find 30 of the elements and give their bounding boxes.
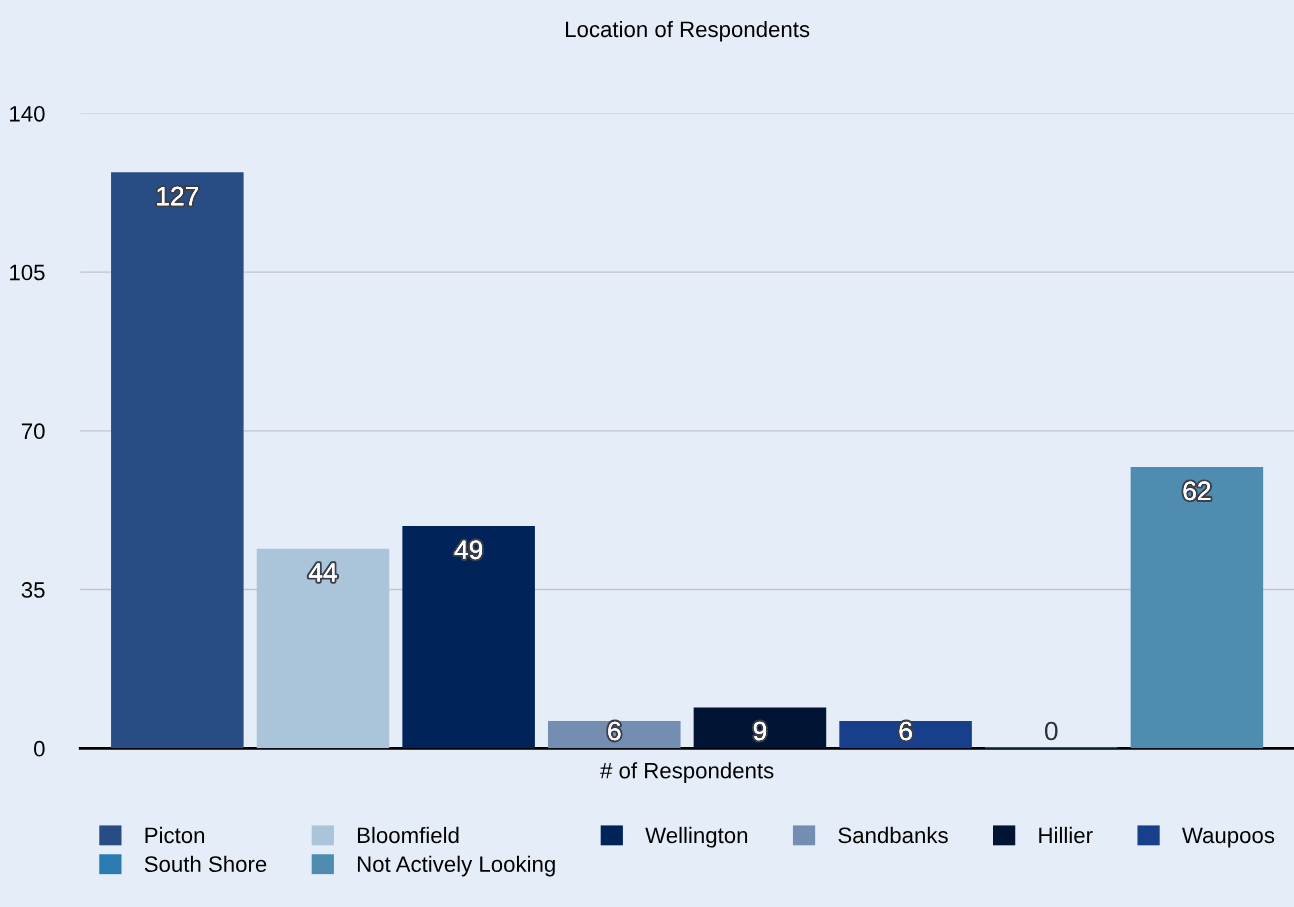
x-tick-label: # of Respondents xyxy=(600,762,774,783)
legend-label: Bloomfield xyxy=(357,826,459,844)
data-label: 6 xyxy=(608,721,621,741)
data-label: 49 xyxy=(454,540,483,560)
bar xyxy=(548,721,681,749)
bar xyxy=(111,172,244,749)
y-tick-label: 70 xyxy=(21,423,45,440)
y-tick-label: 35 xyxy=(21,582,45,598)
bar xyxy=(256,548,390,749)
legend-label: Picton xyxy=(145,826,205,844)
bar xyxy=(402,526,535,749)
legend-label: Hillier xyxy=(1039,826,1093,844)
legend-label: Sandbanks xyxy=(838,826,948,844)
data-label: 0 xyxy=(1044,721,1058,741)
y-tick-label: 140 xyxy=(10,105,45,122)
data-label: 44 xyxy=(308,563,337,582)
bar xyxy=(1130,467,1264,749)
data-label: 9 xyxy=(753,721,767,741)
data-label: 127 xyxy=(157,186,199,206)
chart-title: Location of Respondents xyxy=(566,20,810,42)
y-tick-label: 105 xyxy=(10,264,45,281)
y-tick-label: 0 xyxy=(34,740,45,757)
legend-label: Wellington xyxy=(645,826,748,848)
data-label: 62 xyxy=(1183,481,1211,501)
bar xyxy=(839,721,972,749)
legend-label: Waupoos xyxy=(1182,827,1275,848)
legend-label: South Shore xyxy=(144,855,267,873)
data-label: 6 xyxy=(899,721,912,741)
legend-label: Not Actively Looking xyxy=(357,855,555,877)
bar xyxy=(693,707,827,749)
